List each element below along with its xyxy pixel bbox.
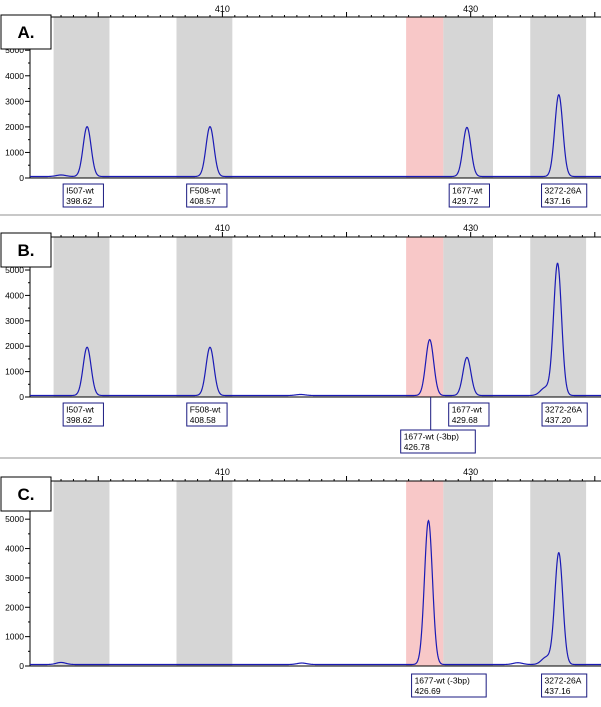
annotation-box [541,402,588,427]
panel-label-box [0,476,52,512]
annotation-allele-name: 3272-26A [545,405,582,415]
y-tick-label: 3000 [5,96,24,106]
annotation-allele-name: 1677-wt (-3bp) [415,676,470,686]
annotation-allele-name: 3272-26A [545,186,582,196]
annotation-size-value: 437.16 [545,196,571,206]
y-tick-label: 0 [19,661,24,671]
annotation-allele-name: F508-wt [190,186,221,196]
y-tick-label: 2000 [5,602,24,612]
annotation-allele-name: 1677-wt (-3bp) [404,432,459,442]
signal-trace [30,262,601,397]
y-tick-label: 1000 [5,147,24,157]
annotation-size-value: 429.72 [452,196,478,206]
annotation-size-value: 398.62 [66,415,92,425]
y-tick-label: 1000 [5,632,24,642]
annotation-size-value: 408.57 [190,196,216,206]
panel-b: 410 430 0 1000 2000 3000 4000 5000 I507-wt398.62… [0,223,601,454]
y-tick-label: 4000 [5,290,24,300]
annotation-allele-name: F508-wt [190,405,221,415]
y-tick-label: 3000 [5,573,24,583]
bin-region [443,237,494,397]
y-tick-label: 4000 [5,544,24,554]
y-tick-label: 0 [19,392,24,402]
annotation-box [541,183,588,208]
panel-label: A. [0,14,52,50]
annotation-box [62,183,104,208]
bin-region [530,481,587,666]
annotation-allele-name: 1677-wt [452,405,483,415]
x-tick-label: 430 [463,467,478,477]
panel-label-box [0,14,52,50]
signal-trace [30,519,601,666]
panel-label: C. [0,476,52,512]
y-tick-label: 1000 [5,367,24,377]
y-tick-label: 5000 [5,45,24,55]
bin-region [443,481,494,666]
x-tick-label: 430 [463,4,478,14]
bin-region [406,17,444,178]
x-tick-label: 410 [215,223,230,233]
bin-region [53,237,110,397]
bin-region [443,17,494,178]
annotation-size-value: 429.68 [452,415,478,425]
annotation-size-value: 437.20 [545,415,571,425]
y-tick-label: 4000 [5,71,24,81]
y-tick-label: 3000 [5,316,24,326]
x-tick-label: 410 [215,467,230,477]
peak-annotation[interactable]: 1677-wt (-3bp)426.78 [400,397,476,454]
y-tick-label: 0 [19,173,24,183]
annotation-box [448,183,490,208]
annotation-allele-name: 3272-26A [545,676,582,686]
bin-region [530,237,587,397]
panel-c: 41043001000200030004000500060001677-wt (… [0,467,601,698]
annotation-box [186,183,228,208]
annotation-box [411,673,487,698]
bin-region [176,481,233,666]
annotation-allele-name: 1677-wt [452,186,483,196]
annotation-size-value: 408.58 [190,415,216,425]
bin-region [53,17,110,178]
annotation-box [62,402,104,427]
bin-region [53,481,110,666]
signal-trace [30,94,601,178]
panel-a: 4104300100020003000400050006000I507-wt39… [0,4,601,208]
annotation-box [400,429,476,454]
panel-label-text: B. [18,241,35,260]
x-tick-label: 430 [463,223,478,233]
y-tick-label: 2000 [5,341,24,351]
y-tick-label: 5000 [5,514,24,524]
annotation-allele-name: I507-wt [66,405,95,415]
annotation-size-value: 437.16 [545,686,571,696]
y-tick-label: 5000 [5,265,24,275]
annotation-size-value: 398.62 [66,196,92,206]
bin-region [176,237,233,397]
annotation-allele-name: I507-wt [66,186,95,196]
panel-label-box [0,232,52,268]
annotation-box [186,402,228,427]
annotation-size-value: 426.69 [415,686,441,696]
x-tick-label: 410 [215,4,230,14]
panel-label: B. [0,232,52,268]
panel-label-text: A. [18,23,35,42]
y-tick-label: 2000 [5,122,24,132]
annotation-box [448,402,490,427]
annotation-box [541,673,588,698]
peak-annotation[interactable]: 1677-wt (-3bp)426.69 [411,673,487,698]
annotation-size-value: 426.78 [404,442,430,452]
bin-region [176,17,233,178]
panel-label-text: C. [18,485,35,504]
